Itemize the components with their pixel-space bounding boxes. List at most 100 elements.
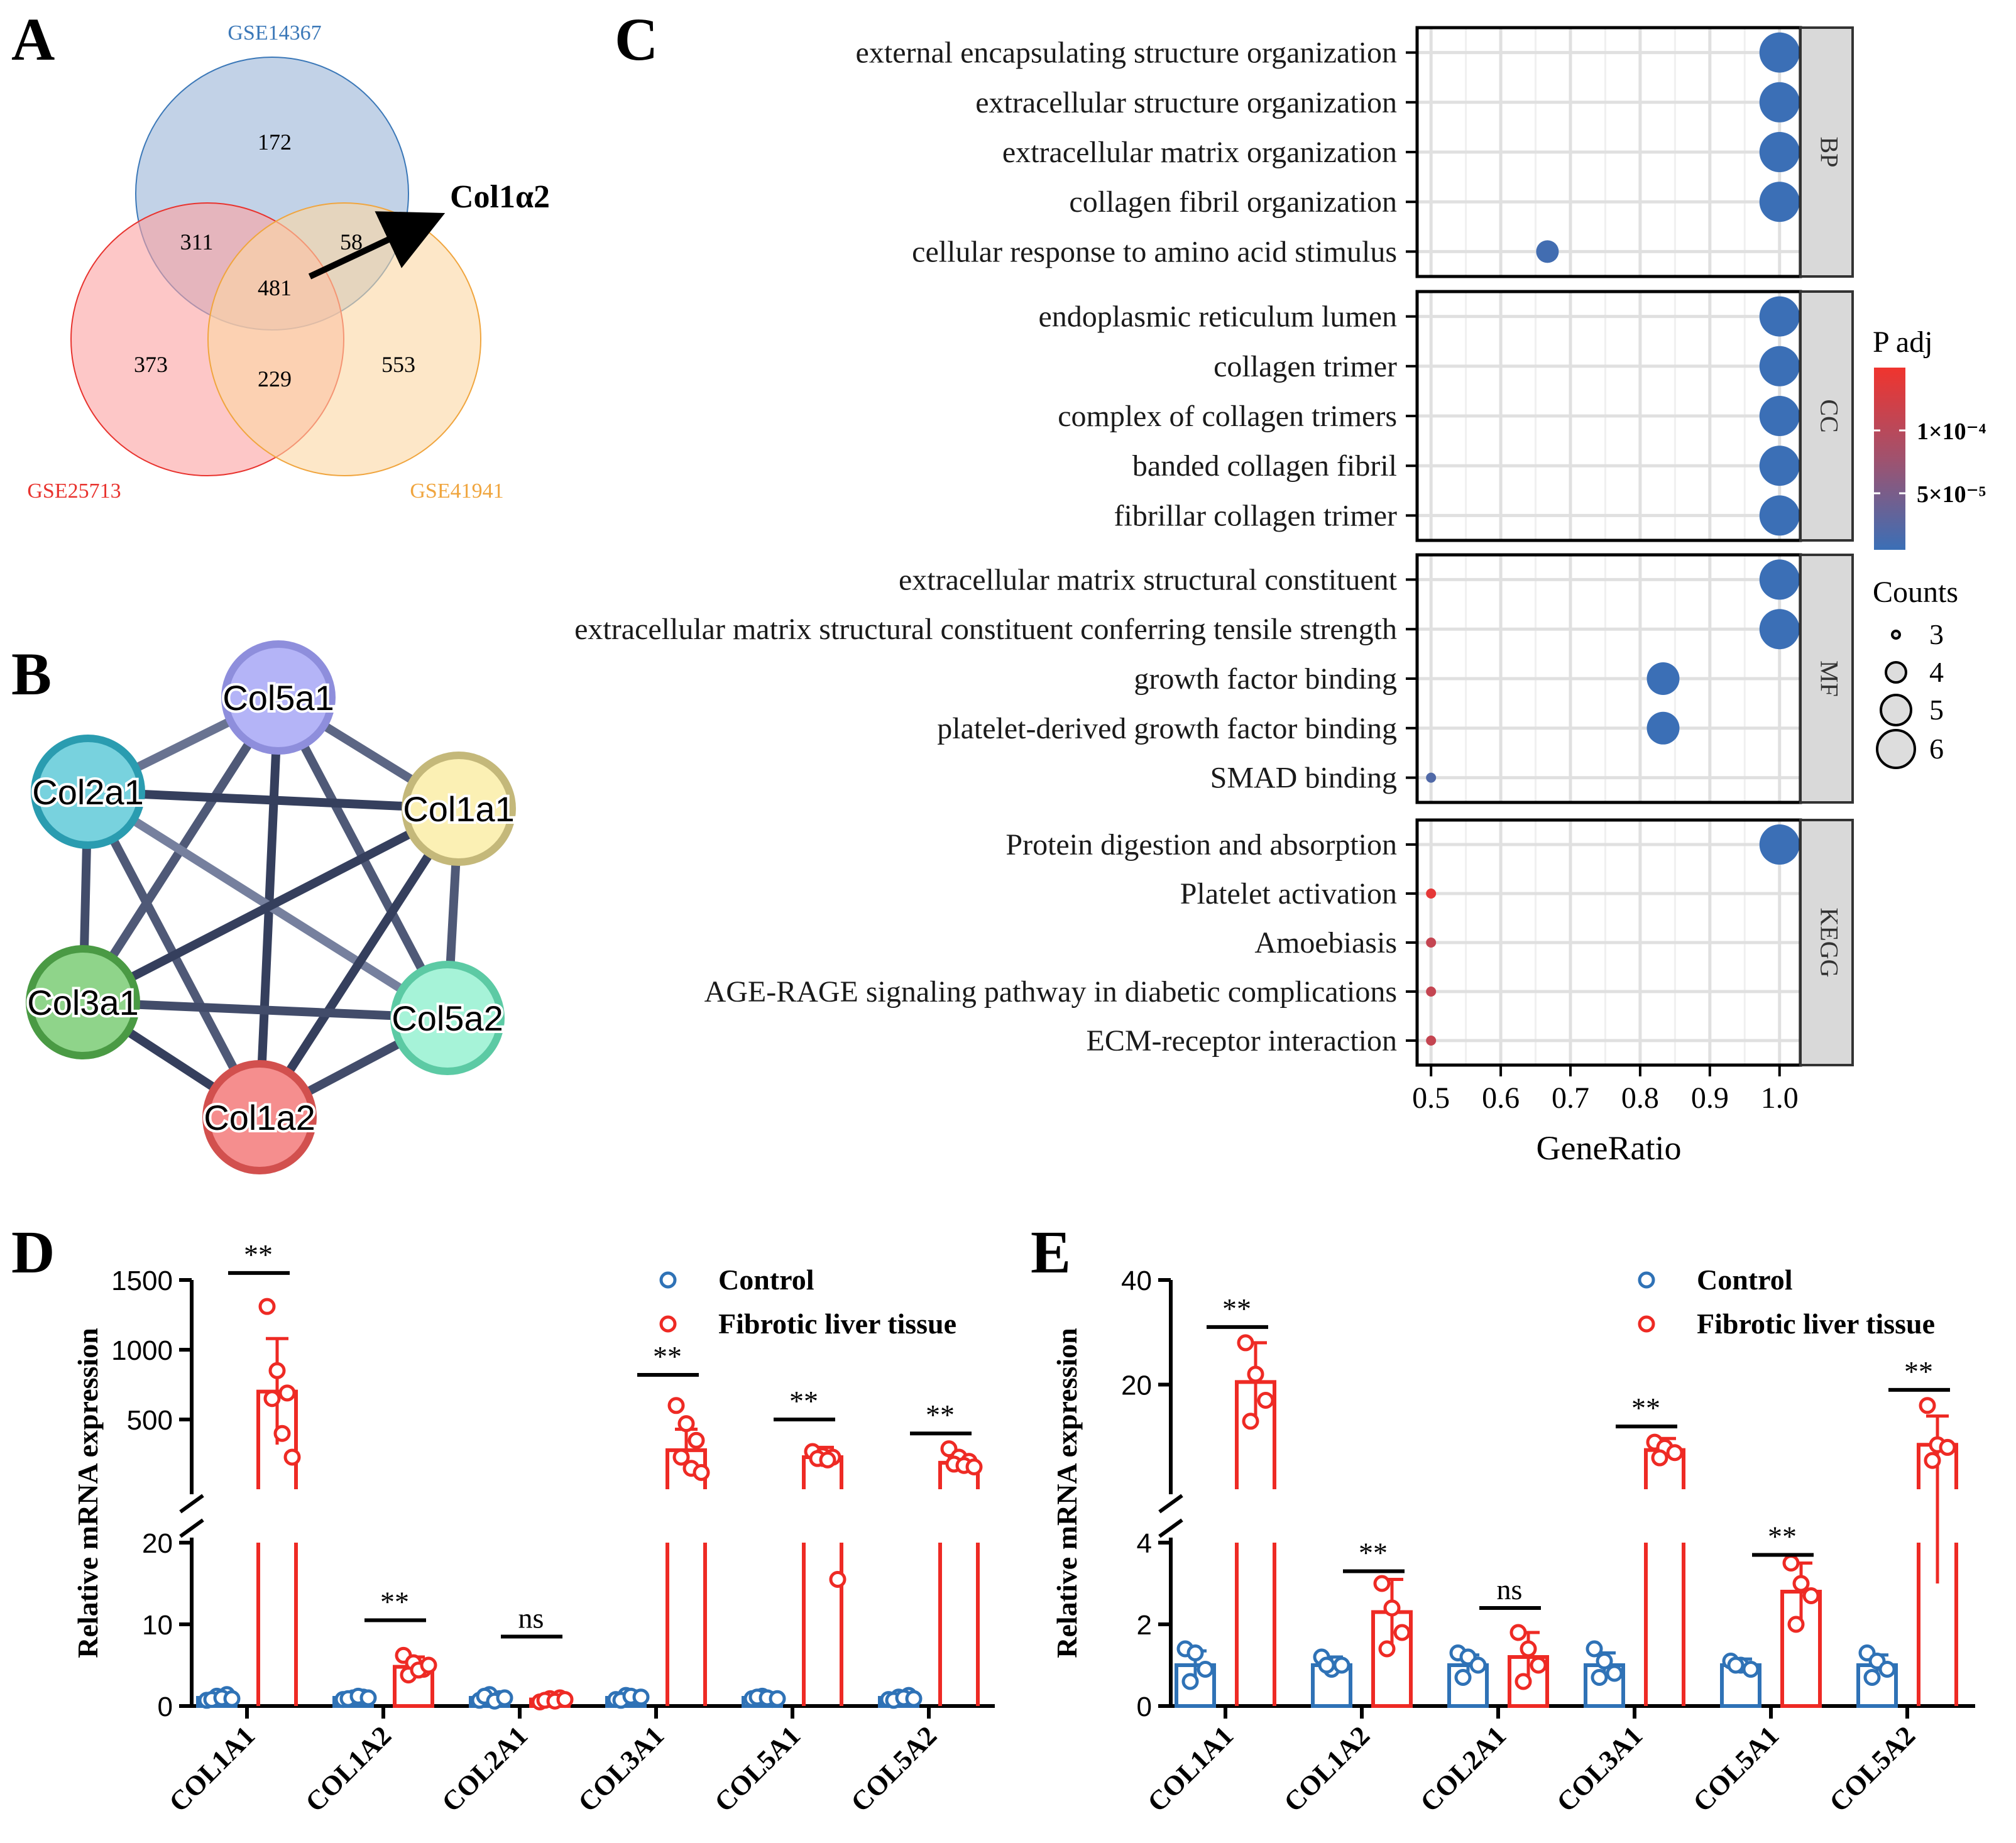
x-tick-label: 0.5 — [1412, 1081, 1450, 1115]
data-point — [819, 1451, 836, 1468]
facet-label: MF — [1815, 660, 1843, 697]
term-dot — [1536, 240, 1559, 263]
x-tick-label: COL2A1 — [436, 1720, 534, 1818]
x-tick-label: 0.9 — [1691, 1081, 1729, 1115]
significance-label: ** — [1222, 1293, 1251, 1325]
x-tick-label: COL1A2 — [299, 1720, 397, 1818]
significance-label: ** — [653, 1340, 682, 1372]
facet-strip — [1799, 819, 1854, 1066]
venn-set-gse41941 — [207, 202, 481, 476]
significance-label: ** — [380, 1586, 409, 1618]
data-point — [632, 1688, 650, 1706]
significance-label: ns — [518, 1602, 544, 1634]
data-point — [829, 1571, 846, 1588]
size-legend-title: Counts — [1873, 576, 1958, 609]
data-point — [258, 1298, 276, 1315]
data-point — [1197, 1661, 1214, 1678]
term-dot — [1759, 559, 1800, 600]
axis-break-mark — [1158, 1518, 1183, 1538]
data-point — [1383, 1599, 1401, 1617]
venn-label-gse41941: GSE41941 — [410, 479, 503, 503]
axis-break-mark — [179, 1494, 204, 1514]
y-axis-title: Relative mRNA expression — [72, 1328, 104, 1658]
data-point — [273, 1425, 291, 1442]
y-tick-label: 500 — [127, 1405, 173, 1436]
ppi-network: Col5a1 Col2a1 Col1a1 Col3a1 Col5a2 Col1a2 — [25, 640, 517, 1174]
data-point — [496, 1689, 513, 1707]
data-point — [1186, 1644, 1204, 1661]
data-point — [1939, 1438, 1956, 1456]
data-point — [1792, 1575, 1810, 1592]
size-legend-dot — [1876, 729, 1916, 769]
network-node-col5a2 — [390, 961, 505, 1075]
significance-label: ** — [1768, 1521, 1797, 1553]
dotplot-panel-kegg: Protein digestion and absorption Platelet… — [704, 818, 1854, 1067]
data-point — [1802, 1587, 1820, 1604]
facet-strip — [1799, 290, 1854, 542]
color-legend-title: P adj — [1873, 325, 1933, 359]
term-label: Platelet activation — [1180, 877, 1397, 911]
x-tick-label: COL5A1 — [708, 1720, 806, 1818]
data-point — [1333, 1656, 1350, 1674]
network-node-label-col3a1: Col3a1 — [27, 983, 138, 1022]
term-label: extracellular structure organization — [975, 86, 1397, 119]
term-dot — [1759, 182, 1800, 222]
term-label: collagen trimer — [1213, 350, 1397, 383]
term-dot — [1759, 82, 1800, 123]
term-label: complex of collagen trimers — [1058, 400, 1397, 433]
y-tick-label: 1000 — [111, 1335, 173, 1366]
x-tick-label: COL1A2 — [1278, 1720, 1376, 1818]
venn-count-all: 481 — [258, 275, 292, 300]
data-point — [1596, 1653, 1613, 1670]
term-label: extracellular matrix organization — [1002, 136, 1397, 169]
data-point — [556, 1691, 574, 1709]
term-dot — [1759, 32, 1800, 73]
legend-marker-fibrotic — [659, 1315, 677, 1333]
facet-label: BP — [1815, 137, 1843, 168]
data-point — [1393, 1624, 1411, 1641]
y-tick-label: 0 — [1137, 1692, 1152, 1722]
facet-strip — [1799, 554, 1854, 804]
venn-count-only-gse41941: 553 — [381, 352, 415, 377]
term-label: Protein digestion and absorption — [1005, 828, 1397, 861]
x-tick-label: COL1A1 — [1141, 1720, 1239, 1818]
network-nodes: Col5a1 Col2a1 Col1a1 Col3a1 Col5a2 Col1a2 — [25, 640, 517, 1174]
data-point — [1509, 1624, 1527, 1641]
axis-break-mark — [179, 1518, 204, 1538]
size-legend-label: 6 — [1929, 733, 1944, 765]
significance-label: ** — [1631, 1392, 1660, 1424]
x-tick-label: 0.7 — [1552, 1081, 1589, 1115]
data-point — [1586, 1640, 1603, 1658]
term-dot — [1759, 824, 1800, 865]
data-point — [359, 1689, 377, 1707]
data-point — [1606, 1665, 1623, 1682]
data-point — [1924, 1452, 1941, 1469]
term-dot — [1759, 132, 1800, 172]
x-tick-label: 1.0 — [1761, 1081, 1799, 1115]
data-point — [693, 1463, 710, 1481]
size-legend-dot — [1880, 694, 1912, 726]
term-label: extracellular matrix structural constitu… — [899, 563, 1398, 596]
legend-marker-control — [1638, 1271, 1655, 1289]
term-label: fibrillar collagen trimer — [1114, 499, 1397, 532]
term-dot — [1759, 346, 1800, 386]
x-tick-label: COL5A2 — [845, 1720, 943, 1818]
dotplot-panel-cc: endoplasmic reticulum lumen collagen trim… — [1038, 290, 1854, 542]
y-tick-label: 2 — [1137, 1610, 1152, 1641]
data-point — [667, 1397, 685, 1414]
data-point — [263, 1390, 281, 1408]
axis-break-mark — [1158, 1494, 1183, 1514]
venn-diagram: GSE14367 GSE25713 GSE41941 172 373 553 3… — [27, 21, 550, 503]
size-legend-label: 5 — [1929, 694, 1944, 726]
term-label: platelet-derived growth factor binding — [937, 712, 1397, 745]
data-point — [677, 1415, 695, 1433]
network-edges — [79, 693, 463, 1122]
x-tick-label: COL5A2 — [1823, 1720, 1921, 1818]
x-tick-label: COL3A1 — [572, 1720, 670, 1818]
panel-label-a: A — [11, 6, 55, 73]
venn-label-gse25713: GSE25713 — [27, 479, 121, 503]
data-point — [1591, 1669, 1608, 1686]
color-legend-bar — [1874, 368, 1905, 550]
legend-label-fibrotic: Fibrotic liver tissue — [718, 1308, 956, 1340]
term-dot — [1426, 772, 1437, 783]
